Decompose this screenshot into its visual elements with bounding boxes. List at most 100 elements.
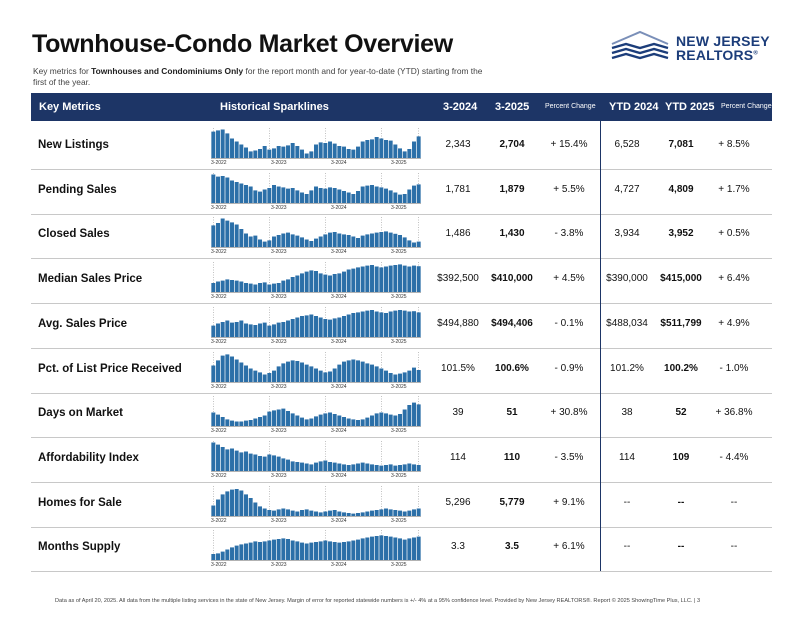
sparkline-bar — [286, 188, 290, 203]
sparkline-bar — [342, 271, 346, 293]
sparkline-bar — [314, 315, 318, 337]
house-waves-icon — [611, 30, 669, 60]
table-row: Pending Sales 3-2022 3-2023 3-2024 3-2025 1,7… — [31, 169, 772, 215]
sparkline-bar — [290, 510, 295, 516]
sparkline-bar — [314, 368, 318, 382]
sparkline-bar — [412, 402, 416, 427]
sparkline-bar — [393, 374, 398, 382]
sparkline-bar — [332, 368, 337, 382]
sparkline-bar — [388, 140, 393, 158]
sparkline-bar — [290, 143, 295, 158]
sparkline-bar — [300, 462, 304, 471]
sparkline-bar — [244, 451, 248, 471]
sparkline-bar — [346, 512, 351, 516]
sparkline-bar — [337, 511, 342, 516]
sparkline-bar — [239, 320, 244, 337]
sparkline-bar — [318, 511, 323, 516]
sparkline-tick-label: 3-2022 — [211, 517, 227, 524]
sparkline-bar — [225, 549, 230, 561]
sparkline-bar — [337, 146, 342, 158]
sparkline-bar — [342, 361, 346, 382]
sparkline-tick-label: 3-2024 — [331, 338, 347, 345]
sparkline-bar — [220, 321, 225, 337]
sparkline-bar — [346, 269, 351, 293]
cell-ytd-pct: + 0.5% — [718, 228, 750, 240]
sparkline-bar — [360, 538, 365, 561]
sparkline-chart — [211, 128, 421, 159]
sparkline-bar — [398, 309, 402, 337]
sparkline-bar — [248, 368, 253, 382]
cell-curr: $410,000 — [491, 273, 533, 285]
sparkline-bar — [300, 149, 304, 158]
cell-pct: + 30.8% — [550, 407, 588, 419]
sparkline-tick-label: 3-2025 — [391, 517, 407, 524]
sparkline-bar — [365, 417, 370, 427]
sparkline-bar — [230, 322, 234, 337]
sparkline-bar — [295, 511, 300, 516]
sparkline-bar — [262, 282, 267, 293]
sparkline-bar — [318, 187, 323, 203]
cell-ytd-curr: 4,809 — [668, 183, 694, 195]
sparkline-bar — [416, 404, 421, 427]
cell-pct: - 0.1% — [554, 317, 584, 329]
table-row: Avg. Sales Price 3-2022 3-2023 3-2024 3-2025… — [31, 303, 772, 349]
sparkline-bar — [393, 144, 398, 158]
sparkline-bar — [346, 464, 351, 471]
sparkline-bar — [276, 508, 281, 516]
sparkline-bar — [416, 136, 421, 158]
sparkline-bar — [379, 232, 384, 248]
sparkline-tick-label: 3-2023 — [271, 472, 287, 479]
sparkline-bar — [346, 541, 351, 561]
sparkline-bar — [309, 314, 314, 337]
cell-pct: + 5.5% — [553, 183, 585, 195]
cell-ytd-prev: -- — [623, 541, 631, 553]
header-sparklines: Historical Sparklines — [220, 101, 329, 113]
sparkline-bar — [281, 362, 286, 382]
sparkline-bar — [351, 236, 356, 248]
sparkline-bar — [356, 267, 360, 293]
sparkline-bar — [286, 320, 290, 337]
metric-name: Homes for Sale — [38, 496, 122, 509]
sparkline-bar — [337, 364, 342, 382]
sparkline-bar — [402, 409, 407, 427]
sparkline-bar — [220, 355, 225, 382]
table-row: Pct. of List Price Received 3-2022 3-2023 3… — [31, 348, 772, 394]
new-jersey-realtors-logo: NEW JERSEY REALTORS® — [608, 30, 778, 64]
sparkline-bar — [323, 234, 328, 248]
sparkline-bar — [356, 359, 360, 382]
sparkline-bar — [258, 149, 262, 158]
sparkline-bar — [211, 554, 216, 561]
table-row: Median Sales Price 3-2022 3-2023 3-2024 3-20… — [31, 258, 772, 305]
sparkline-bar — [398, 464, 402, 471]
sparkline-bar — [323, 371, 328, 382]
sparkline-bar — [393, 415, 398, 427]
cell-ytd-pct: - 4.4% — [719, 451, 749, 463]
sparkline-bar — [276, 283, 281, 293]
sparkline-bar — [234, 359, 239, 382]
sparkline-bar — [328, 187, 332, 203]
sparkline-bar — [225, 449, 230, 471]
cell-ytd-pct: - 1.0% — [719, 362, 749, 374]
sparkline-bar — [398, 538, 402, 561]
sparkline-bar — [230, 180, 234, 203]
sparkline-bar — [220, 417, 225, 427]
sparkline-bar — [304, 315, 309, 337]
cell-ytd-prev: -- — [623, 496, 631, 508]
sparkline-tick-label: 3-2022 — [211, 294, 227, 301]
sparkline-bar — [272, 148, 276, 158]
sparkline-bar — [253, 324, 258, 337]
sparkline-bar — [328, 319, 332, 337]
sparkline-bar — [272, 410, 276, 427]
sparkline-tick-label: 3-2025 — [391, 204, 407, 211]
sparkline-bar — [370, 510, 374, 516]
sparkline-bar — [328, 371, 332, 382]
sparkline-tick-label: 3-2025 — [391, 428, 407, 435]
sparkline-bar — [356, 190, 360, 203]
sparkline-bar — [412, 367, 416, 382]
sparkline-bar — [360, 186, 365, 203]
sparkline-bar — [402, 237, 407, 248]
sparkline-bar — [360, 235, 365, 248]
sparkline-bar — [412, 141, 416, 158]
sparkline-bar — [379, 465, 384, 471]
sparkline-bar — [267, 540, 272, 561]
